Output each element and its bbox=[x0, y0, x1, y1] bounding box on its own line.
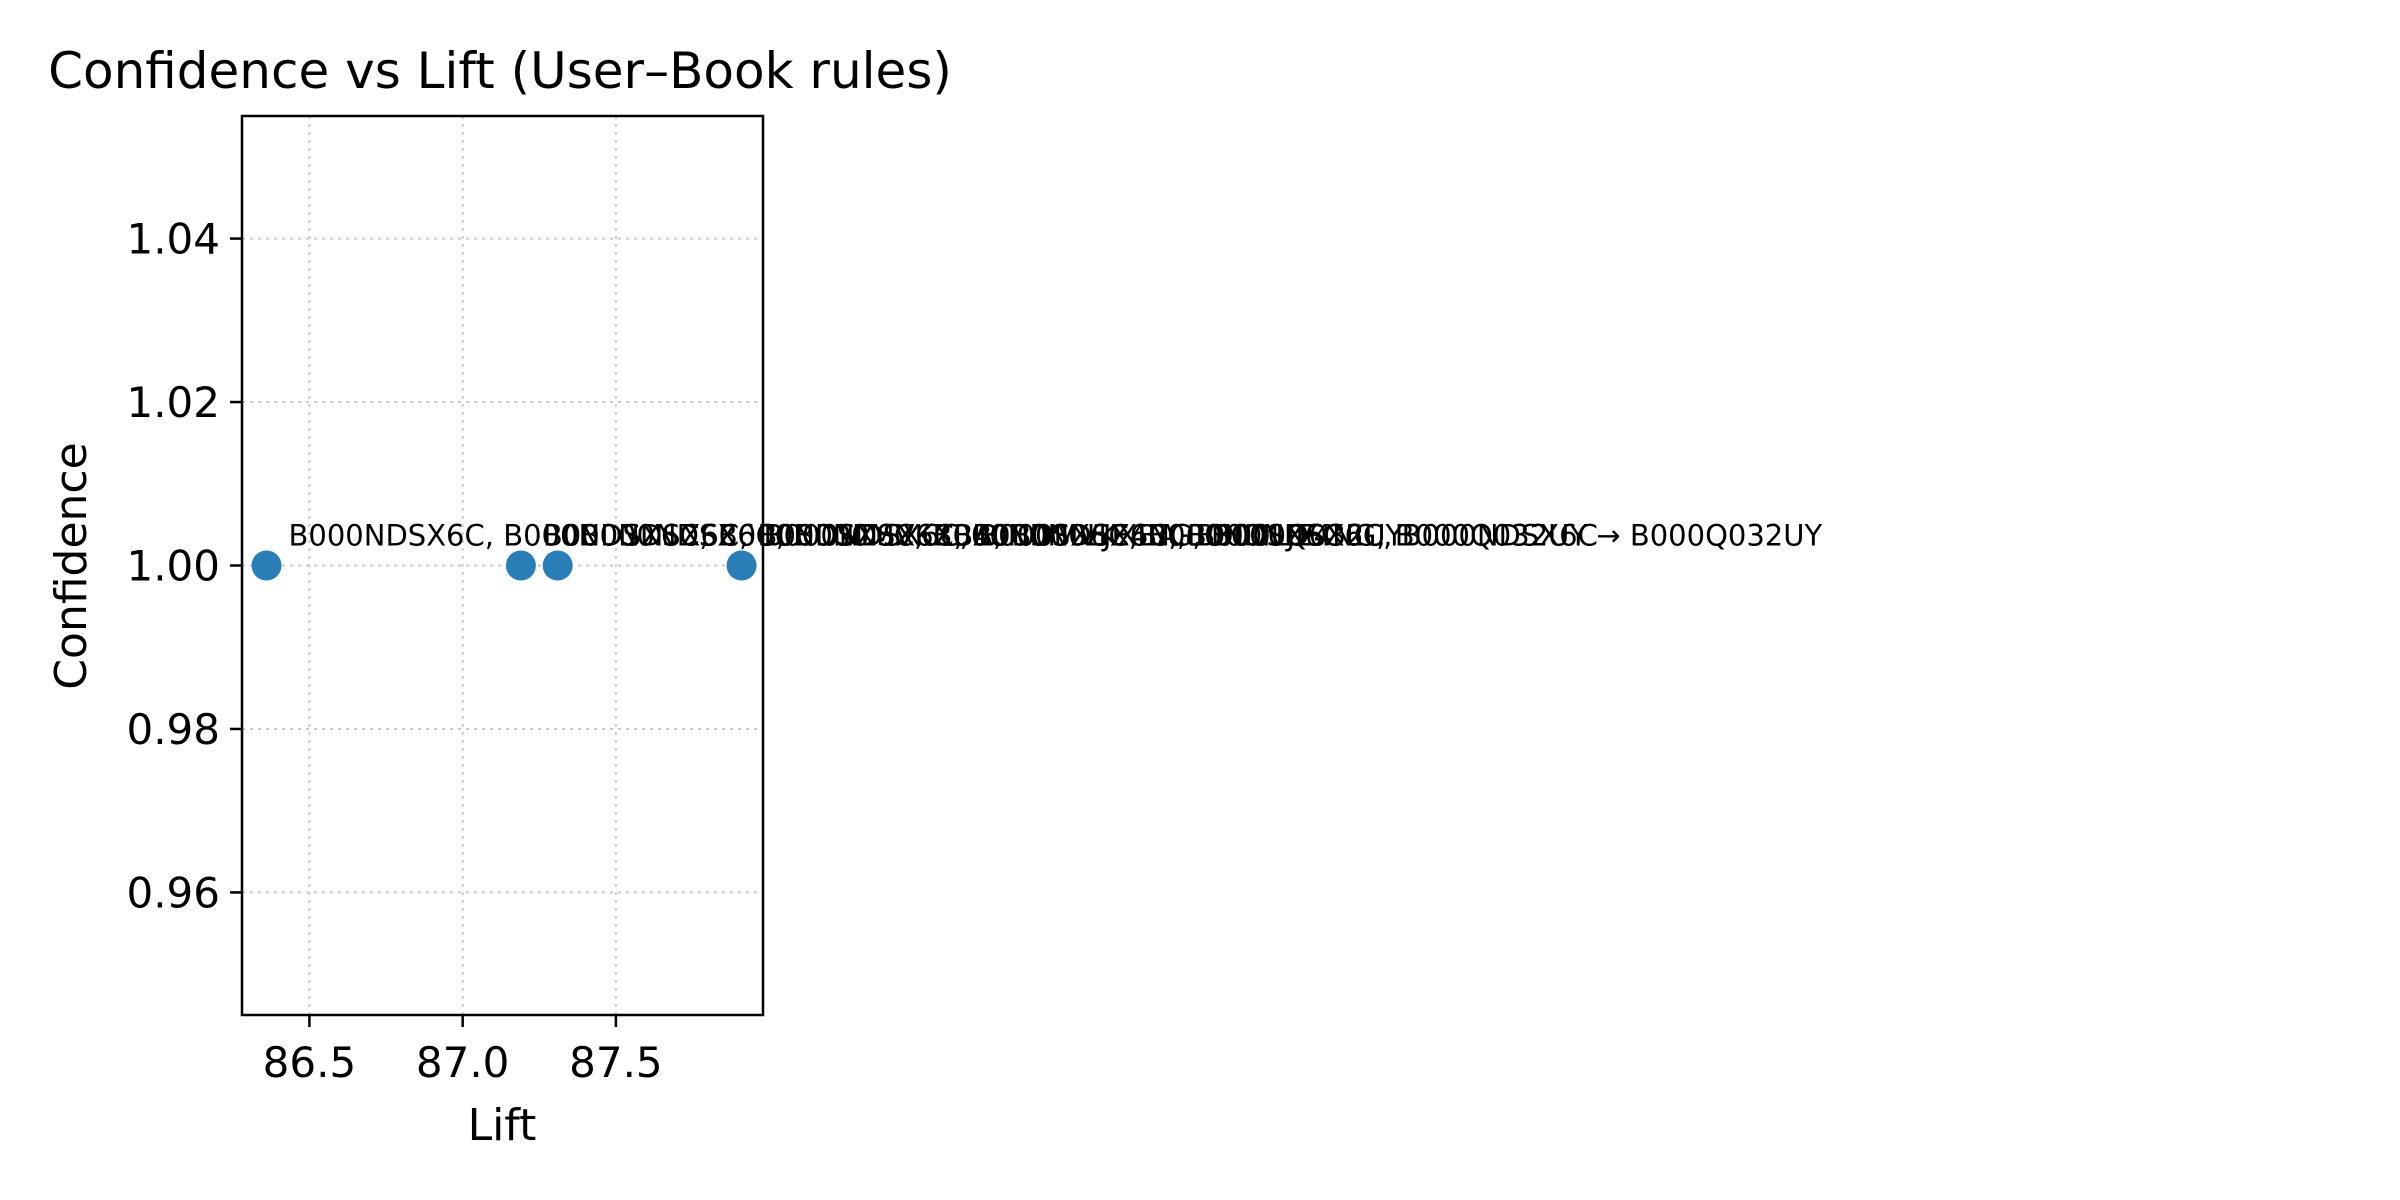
y-tick-label: 1.00 bbox=[126, 542, 220, 591]
y-tick-label: 1.04 bbox=[126, 215, 220, 264]
point-label: B000NDSX6C, B000MVKXBA, B000LJE4NG, B000… bbox=[764, 519, 1823, 553]
y-tick-label: 0.96 bbox=[126, 868, 220, 917]
point-label: B000NDSX6C, B000MVKXBA, B000LJE4NG, B000… bbox=[580, 519, 1404, 553]
point-label: B000NDSX6C, B000NDSX6C, B000NDSX6C, B000… bbox=[289, 519, 1344, 553]
y-tick-label: 0.98 bbox=[126, 705, 220, 754]
x-axis-label: Lift bbox=[468, 1100, 537, 1151]
scatter-point bbox=[251, 550, 282, 581]
grid bbox=[242, 116, 763, 1015]
x-tick-label: 87.0 bbox=[416, 1038, 510, 1087]
x-tick-label: 87.5 bbox=[569, 1038, 663, 1087]
scatter-point bbox=[726, 550, 757, 581]
point-labels: B000NDSX6C, B000NDSX6C, B000NDSX6C, B000… bbox=[289, 519, 1823, 553]
axis-ticks: 86.5 87.0 87.5 0.96 0.98 1.00 1.02 1.04 bbox=[126, 215, 662, 1087]
x-tick-label: 86.5 bbox=[263, 1038, 357, 1087]
scatter-points bbox=[251, 550, 757, 581]
chart-title: Confidence vs Lift (User–Book rules) bbox=[48, 42, 952, 100]
y-tick-label: 1.02 bbox=[126, 378, 220, 427]
scatter-point bbox=[542, 550, 573, 581]
scatter-point bbox=[505, 550, 536, 581]
point-label: B000NDSX6C, B000NDSX6C, B000NDSX6C, B000… bbox=[543, 519, 1598, 553]
plot-frame bbox=[240, 114, 765, 1017]
y-axis-label: Confidence bbox=[46, 442, 97, 689]
